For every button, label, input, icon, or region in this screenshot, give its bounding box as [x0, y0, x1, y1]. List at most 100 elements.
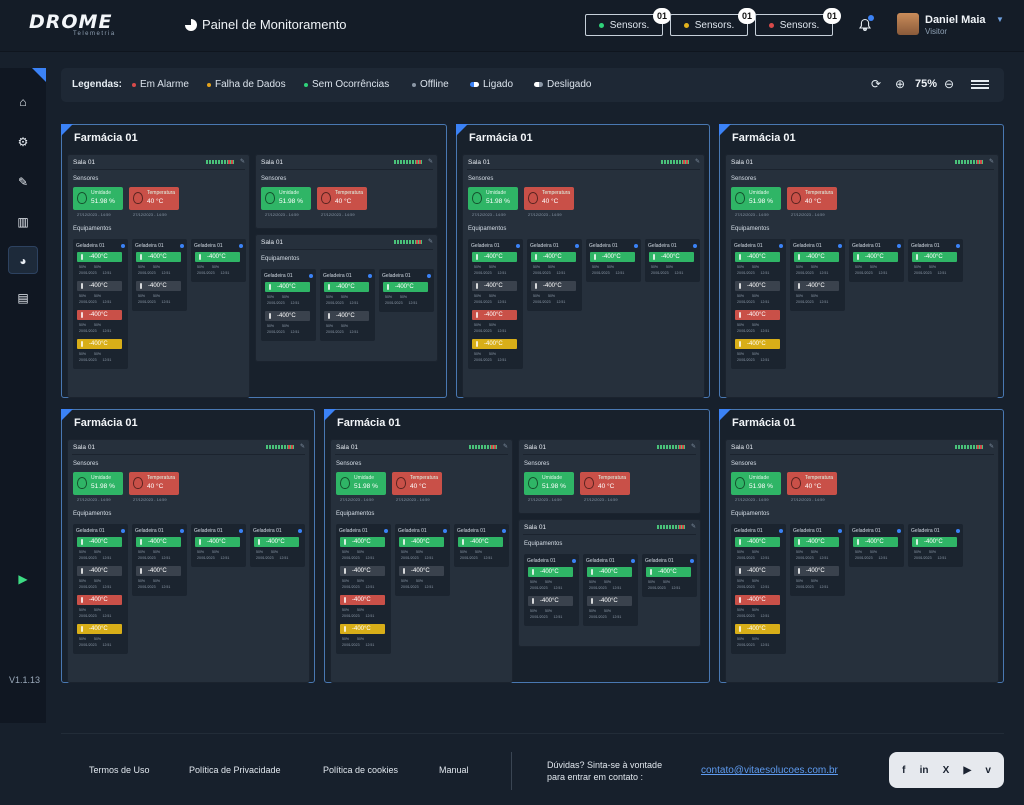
pharmacy-panel[interactable]: Farmácia 01 Sala 01 ✎ Sensores Umidade 51.98 … — [61, 409, 315, 683]
humidity-sensor-card[interactable]: Umidade 51.98 % 27/12/2023 - 14:59 — [524, 472, 574, 502]
edit-icon[interactable]: ✎ — [694, 159, 700, 165]
linkedin-icon[interactable]: in — [919, 764, 929, 776]
room-card[interactable]: Sala 01 ✎ Sensores Umidade 51.98 % 27/12/2023… — [462, 154, 705, 398]
equipment-card[interactable]: Geladeira 01 -400°C 50% 50% 20/01/2023 12:51 — [645, 239, 700, 282]
apple-icon[interactable] — [15, 534, 31, 550]
zoom-out-icon[interactable]: ⊖ — [944, 77, 955, 91]
humidity-sensor-card[interactable]: Umidade 51.98 % 27/12/2023 - 14:59 — [73, 472, 123, 502]
edit-icon[interactable]: ✎ — [299, 444, 305, 450]
edit-icon[interactable]: ✎ — [988, 444, 994, 450]
room-card[interactable]: Sala 01 ✎ Sensores Umidade 51.98 % 27/12/2023… — [330, 439, 513, 683]
facebook-icon[interactable]: f — [902, 764, 906, 776]
refresh-icon[interactable]: ⟳ — [871, 77, 882, 91]
equipment-card[interactable]: Geladeira 01 -400°C 50% 50% 20/01/2023 12:51 -… — [790, 524, 845, 596]
sensor-filter-button[interactable]: Sensors. 01 — [670, 8, 756, 36]
youtube-icon[interactable]: ▶ — [963, 764, 972, 776]
temperature-sensor-card[interactable]: Temperatura 40 °C 27/12/2023 - 14:59 — [129, 472, 179, 502]
sensor-filter-button[interactable]: Sensors. 01 — [755, 8, 841, 36]
terms-link[interactable]: Termos de Uso — [89, 765, 150, 775]
equipment-card[interactable]: Geladeira 01 -400°C 50% 50% 20/01/2023 12:51 -… — [790, 239, 845, 311]
humidity-sensor-card[interactable]: Umidade 51.98 % 27/12/2023 - 14:59 — [731, 472, 781, 502]
edit-icon[interactable]: ✎ — [690, 444, 696, 450]
vimeo-icon[interactable]: v — [985, 764, 991, 776]
equipment-card[interactable]: Geladeira 01 -400°C 50% 50% 20/01/2023 12:51 -… — [320, 269, 375, 341]
room-card[interactable]: Sala 01 ✎ Sensores Umidade 51.98 % 27/12/2023… — [725, 439, 999, 683]
zoom-in-icon[interactable]: ⊕ — [895, 77, 906, 91]
temperature-sensor-card[interactable]: Temperatura 40 °C 27/12/2023 - 14:59 — [392, 472, 442, 502]
humidity-sensor-card[interactable]: Umidade 51.98 % 27/12/2023 - 14:59 — [468, 187, 518, 217]
edit-icon[interactable]: ✎ — [239, 159, 245, 165]
home-icon[interactable]: ⌂ — [19, 95, 27, 109]
equipment-card[interactable]: Geladeira 01 -400°C 50% 50% 20/01/2023 12:51 -… — [527, 239, 582, 311]
manual-link[interactable]: Manual — [439, 765, 469, 775]
equipment-card[interactable]: Geladeira 01 -400°C 50% 50% 20/01/2023 12:51 — [454, 524, 509, 567]
humidity-sensor-card[interactable]: Umidade 51.98 % 27/12/2023 - 14:59 — [73, 187, 123, 217]
equipment-card[interactable]: Geladeira 01 -400°C 50% 50% 20/01/2023 12:51 -… — [524, 554, 579, 626]
filter-settings-icon[interactable] — [971, 78, 989, 92]
equipment-card[interactable]: Geladeira 01 -400°C 50% 50% 20/01/2023 12:51 — [849, 524, 904, 567]
equipment-card[interactable]: Geladeira 01 -400°C 50% 50% 20/01/2023 12:51 -… — [468, 239, 523, 369]
equipment-card[interactable]: Geladeira 01 -400°C 50% 50% 20/01/2023 12:51 — [586, 239, 641, 282]
equipment-card[interactable]: Geladeira 01 -400°C 50% 50% 20/01/2023 12:51 -… — [73, 239, 128, 369]
equipment-card[interactable]: Geladeira 01 -400°C 50% 50% 20/01/2023 12:51 -… — [132, 524, 187, 596]
x-icon[interactable]: X — [942, 764, 950, 776]
room-card[interactable]: Sala 01 ✎ Sensores Umidade 51.98 % 27/12/2023… — [255, 154, 438, 229]
equipment-card[interactable]: Geladeira 01 -400°C 50% 50% 20/01/2023 12:51 -… — [395, 524, 450, 596]
temperature-sensor-card[interactable]: Temperatura 40 °C 27/12/2023 - 14:59 — [580, 472, 630, 502]
avatar[interactable] — [897, 13, 919, 35]
room-card[interactable]: Sala 01 ✎ Sensores Umidade 51.98 % 27/12/2023… — [67, 439, 310, 683]
equipment-card[interactable]: Geladeira 01 -400°C 50% 50% 20/01/2023 12:51 -… — [731, 524, 786, 654]
pie-chart-icon[interactable]: ◕ — [19, 254, 27, 268]
privacy-link[interactable]: Política de Privacidade — [189, 765, 281, 775]
equipment-card[interactable]: Geladeira 01 -400°C 50% 50% 20/01/2023 12:51 -… — [731, 239, 786, 369]
edit-icon[interactable]: ✎ — [427, 159, 433, 165]
contact-email-link[interactable]: contato@vitaesolucoes.com.br — [701, 765, 838, 776]
equipment-card[interactable]: Geladeira 01 -400°C 50% 50% 20/01/2023 12:51 -… — [583, 554, 638, 626]
equipment-card[interactable]: Geladeira 01 -400°C 50% 50% 20/01/2023 12:51 -… — [73, 524, 128, 654]
temperature-sensor-card[interactable]: Temperatura 40 °C 27/12/2023 - 14:59 — [787, 472, 837, 502]
equipment-card[interactable]: Geladeira 01 -400°C 50% 50% 20/01/2023 12:51 — [191, 524, 246, 567]
room-card[interactable]: Sala 01 ✎ Sensores Umidade 51.98 % 27/12/2023… — [518, 439, 701, 514]
temperature-sensor-card[interactable]: Temperatura 40 °C 27/12/2023 - 14:59 — [787, 187, 837, 217]
chevron-down-icon[interactable]: ▼ — [996, 15, 1004, 24]
room-card[interactable]: Sala 01 ✎ Equipamentos Geladeira 01 -400°C 50… — [518, 519, 701, 647]
equipment-card[interactable]: Geladeira 01 -400°C 50% 50% 20/01/2023 12:51 — [191, 239, 246, 282]
notification-bell-icon[interactable] — [858, 15, 874, 32]
humidity-sensor-card[interactable]: Umidade 51.98 % 27/12/2023 - 14:59 — [261, 187, 311, 217]
room-card[interactable]: Sala 01 ✎ Sensores Umidade 51.98 % 27/12/2023… — [725, 154, 999, 398]
equipment-card[interactable]: Geladeira 01 -400°C 50% 50% 20/01/2023 12:51 — [642, 554, 697, 597]
room-card[interactable]: Sala 01 ✎ Equipamentos Geladeira 01 -400°C 50… — [255, 234, 438, 362]
checklist-icon[interactable]: ✎ — [17, 175, 29, 189]
equipment-card[interactable]: Geladeira 01 -400°C 50% 50% 20/01/2023 12:51 -… — [261, 269, 316, 341]
edit-icon[interactable]: ✎ — [502, 444, 508, 450]
sensor-filter-button[interactable]: Sensors. 01 — [585, 8, 671, 36]
humidity-sensor-card[interactable]: Umidade 51.98 % 27/12/2023 - 14:59 — [336, 472, 386, 502]
humidity-sensor-card[interactable]: Umidade 51.98 % 27/12/2023 - 14:59 — [731, 187, 781, 217]
user-name[interactable]: Daniel Maia — [925, 14, 986, 26]
edit-icon[interactable]: ✎ — [988, 159, 994, 165]
equipment-card[interactable]: Geladeira 01 -400°C 50% 50% 20/01/2023 12:51 -… — [132, 239, 187, 311]
robot-icon[interactable]: ⚙ — [17, 135, 29, 149]
temperature-sensor-card[interactable]: Temperatura 40 °C 27/12/2023 - 14:59 — [317, 187, 367, 217]
pharmacy-panel[interactable]: Farmácia 01 Sala 01 ✎ Sensores Umidade 51.98 … — [719, 124, 1004, 398]
pharmacy-panel[interactable]: Farmácia 01 Sala 01 ✎ Sensores Umidade 51.98 … — [324, 409, 710, 683]
bar-chart-icon[interactable]: ▥ — [17, 215, 29, 229]
edit-icon[interactable]: ✎ — [690, 524, 696, 530]
temperature-sensor-card[interactable]: Temperatura 40 °C 27/12/2023 - 14:59 — [129, 187, 179, 217]
equipment-card[interactable]: Geladeira 01 -400°C 50% 50% 20/01/2023 12:51 — [379, 269, 434, 312]
temperature-sensor-card[interactable]: Temperatura 40 °C 27/12/2023 - 14:59 — [524, 187, 574, 217]
equipment-card[interactable]: Geladeira 01 -400°C 50% 50% 20/01/2023 12:51 — [908, 239, 963, 282]
equipment-card[interactable]: Geladeira 01 -400°C 50% 50% 20/01/2023 12:51 — [908, 524, 963, 567]
room-card[interactable]: Sala 01 ✎ Sensores Umidade 51.98 % 27/12/2023… — [67, 154, 250, 398]
google-play-icon[interactable]: ▶ — [18, 572, 28, 586]
pharmacy-panel[interactable]: Farmácia 01 Sala 01 ✎ Sensores Umidade 51.98 … — [719, 409, 1004, 683]
pharmacy-panel[interactable]: Farmácia 01 Sala 01 ✎ Sensores Umidade 51.98 … — [456, 124, 710, 398]
edit-icon[interactable]: ✎ — [427, 239, 433, 245]
pharmacy-panel[interactable]: Farmácia 01 Sala 01 ✎ Sensores Umidade 51.98 … — [61, 124, 447, 398]
menu-toggle-icon[interactable] — [32, 68, 46, 82]
equipment-card[interactable]: Geladeira 01 -400°C 50% 50% 20/01/2023 12:51 — [250, 524, 305, 567]
cookies-link[interactable]: Política de cookies — [323, 765, 399, 775]
equipment-card[interactable]: Geladeira 01 -400°C 50% 50% 20/01/2023 12:51 — [849, 239, 904, 282]
document-icon[interactable]: ▤ — [17, 291, 29, 305]
equipment-card[interactable]: Geladeira 01 -400°C 50% 50% 20/01/2023 12:51 -… — [336, 524, 391, 654]
